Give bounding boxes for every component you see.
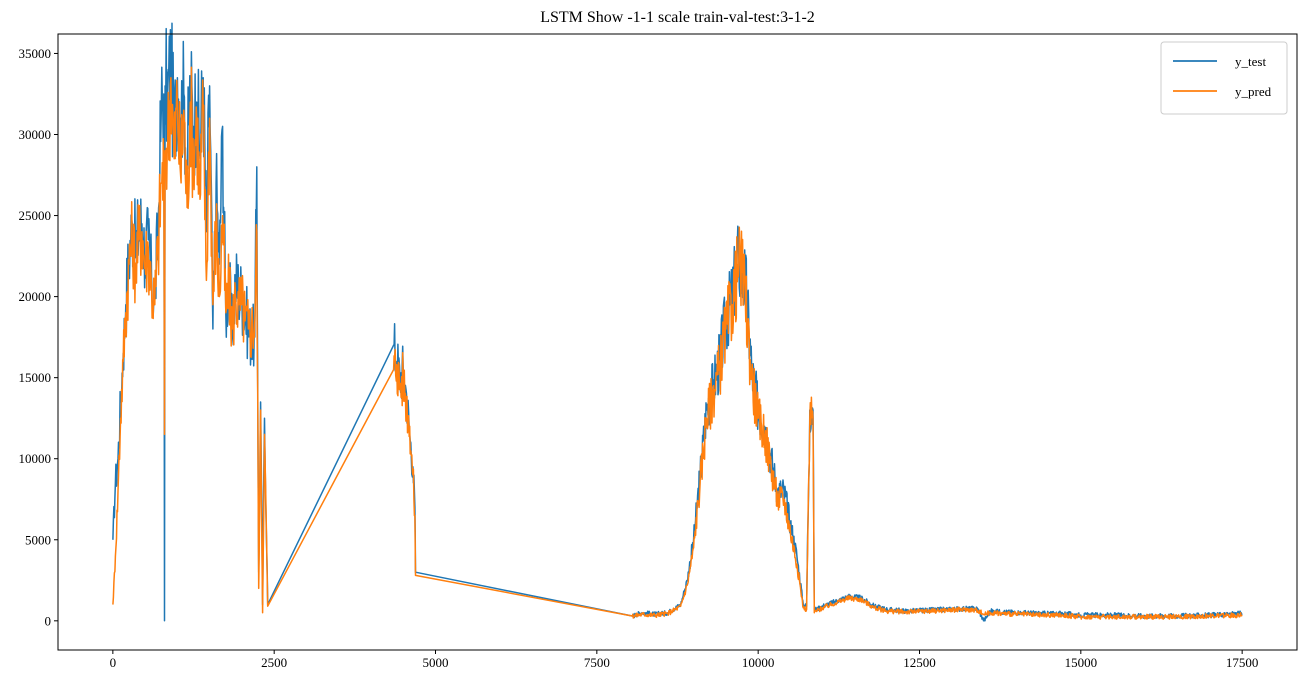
- y-tick-label: 5000: [25, 532, 51, 547]
- x-tick-label: 12500: [903, 655, 936, 670]
- x-tick-label: 17500: [1226, 655, 1259, 670]
- series-layer: [112, 22, 1243, 622]
- series-line-y_pred: [112, 66, 1243, 620]
- axes: 0 2500 5000 7500 10000 12500 15000 17500 0 5000 1…: [19, 22, 1298, 670]
- legend-label-y_test: y_test: [1235, 54, 1266, 69]
- x-tick-label: 15000: [1065, 655, 1098, 670]
- y-tick-label: 0: [45, 613, 52, 628]
- y-tick-label: 30000: [19, 127, 52, 142]
- y-tick-label: 10000: [19, 451, 52, 466]
- y-axis: 0 5000 10000 15000 20000 25000 30000 35000: [19, 46, 58, 628]
- chart-title: LSTM Show -1-1 scale train-val-test:3-1-…: [540, 9, 815, 26]
- x-axis: 0 2500 5000 7500 10000 12500 15000 17500: [110, 650, 1259, 670]
- y-tick-label: 25000: [19, 208, 52, 223]
- legend-box: [1160, 41, 1288, 115]
- x-tick-label: 10000: [742, 655, 775, 670]
- x-tick-label: 7500: [584, 655, 610, 670]
- plot-frame: [57, 33, 1298, 651]
- x-tick-label: 0: [110, 655, 117, 670]
- y-tick-label: 20000: [19, 289, 52, 304]
- x-tick-label: 2500: [261, 655, 287, 670]
- y-tick-label: 15000: [19, 370, 52, 385]
- legend: y_test y_pred: [1160, 41, 1288, 115]
- legend-label-y_pred: y_pred: [1235, 84, 1272, 99]
- x-tick-label: 5000: [423, 655, 449, 670]
- y-tick-label: 35000: [19, 46, 52, 61]
